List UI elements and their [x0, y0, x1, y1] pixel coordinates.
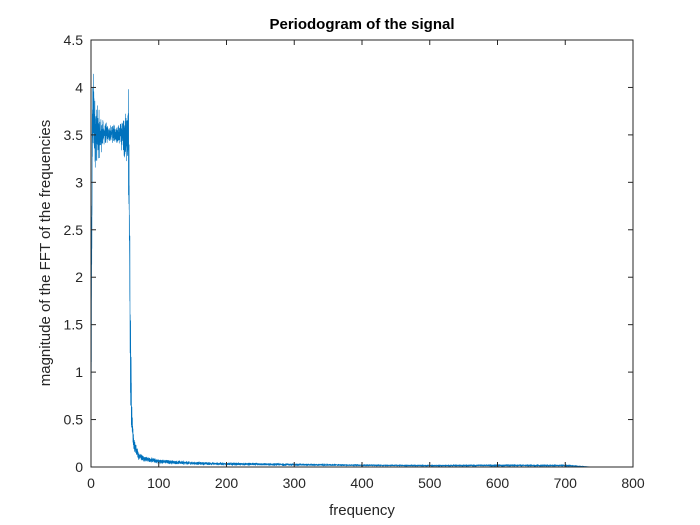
x-tick-label: 500 — [418, 475, 442, 491]
x-tick-label: 100 — [147, 475, 171, 491]
x-tick-label: 300 — [283, 475, 307, 491]
x-tick-label: 600 — [486, 475, 510, 491]
periodogram-line — [90, 73, 593, 468]
x-tick-label: 400 — [350, 475, 374, 491]
y-tick-label: 1.5 — [64, 317, 84, 333]
y-tick-label: 3.5 — [64, 127, 84, 143]
plot-area — [91, 40, 633, 467]
y-tick-label: 1 — [75, 364, 83, 380]
y-tick-label: 2 — [75, 269, 83, 285]
y-tick-label: 2.5 — [64, 222, 84, 238]
y-tick-label: 4 — [75, 79, 83, 95]
y-axis-label: magnitude of the FFT of the frequencies — [37, 120, 54, 387]
ticks-layer: 0 100 200 300 400 500 600 700 800 0 0.5 1 1.5 2 2.5 3 3.… — [64, 32, 645, 491]
x-tick-label: 700 — [554, 475, 578, 491]
x-axis-label: frequency — [329, 502, 395, 519]
data-layer — [90, 73, 593, 468]
x-tick-label: 200 — [215, 475, 239, 491]
y-tick-label: 3 — [75, 174, 83, 190]
y-tick-label: 0 — [75, 459, 83, 475]
chart-title: Periodogram of the signal — [269, 16, 454, 33]
y-tick-label: 4.5 — [64, 32, 84, 48]
y-tick-label: 0.5 — [64, 412, 84, 428]
x-tick-label: 800 — [621, 475, 645, 491]
x-tick-label: 0 — [87, 475, 95, 491]
